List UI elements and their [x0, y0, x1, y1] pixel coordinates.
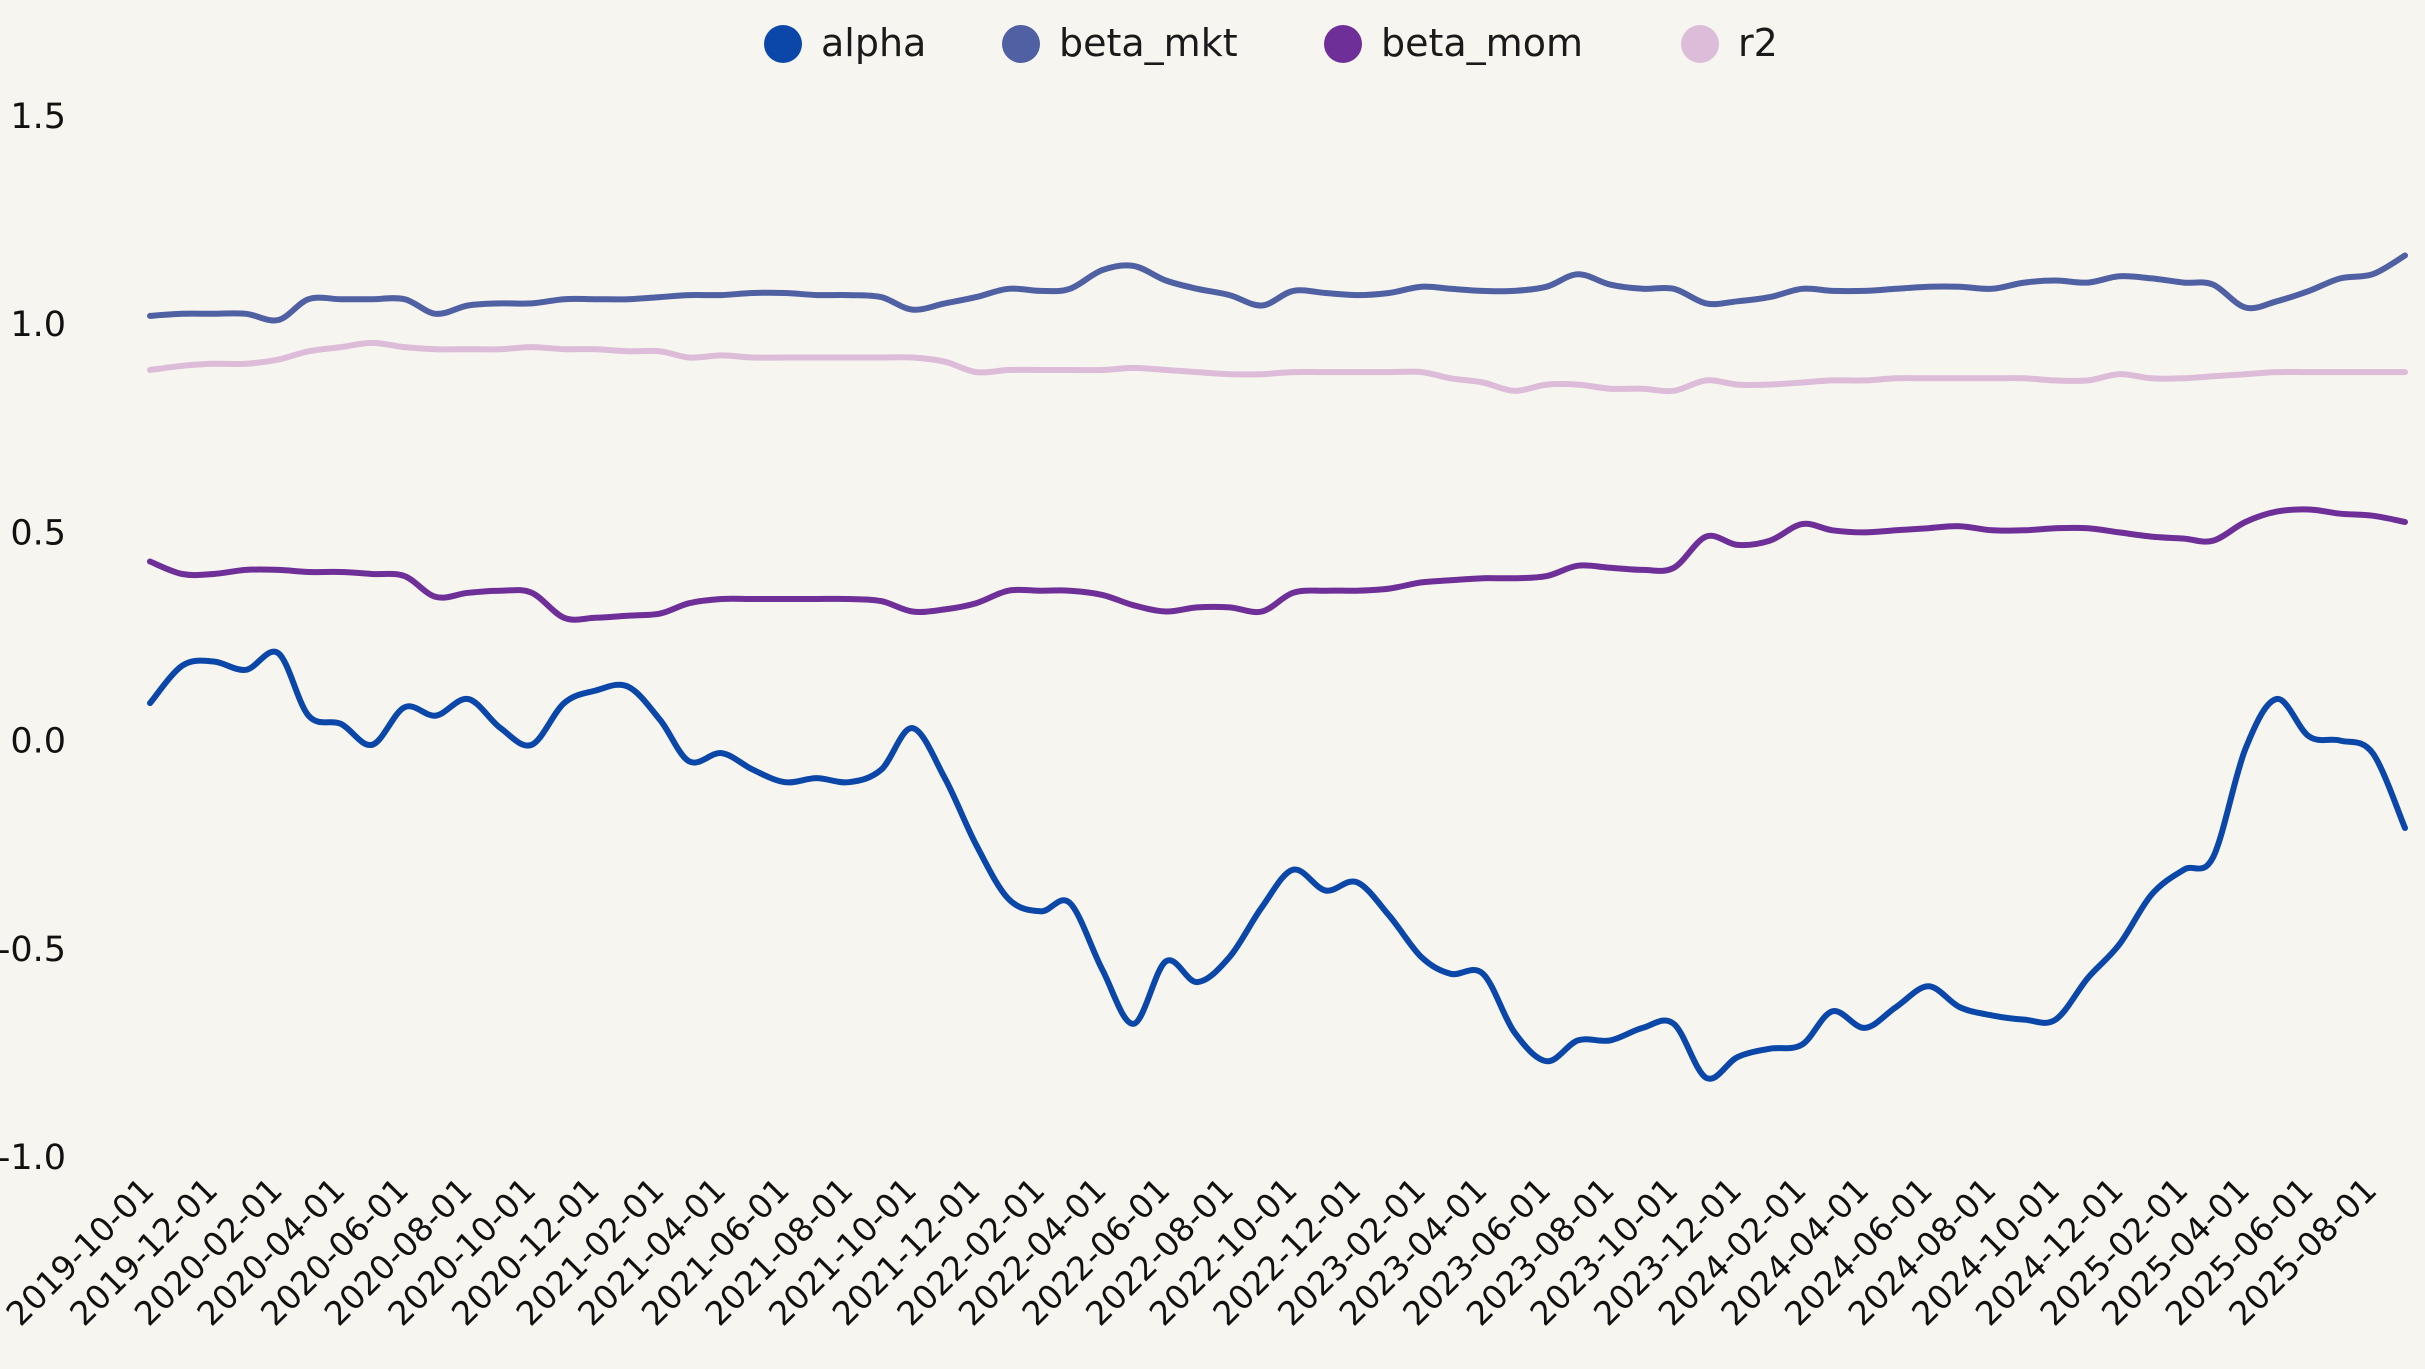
y-tick-label: -1.0	[0, 1138, 66, 1178]
legend: alpha beta_mkt beta_mom r2	[764, 21, 1778, 65]
legend-label-beta-mkt: beta_mkt	[1059, 21, 1238, 65]
y-axis: 1.5 1.0 0.5 0.0 -0.5 -1.0	[0, 97, 66, 1178]
legend-label-beta-mom: beta_mom	[1381, 21, 1583, 65]
series-line-alpha	[147, 648, 2408, 1082]
y-tick-label: 0.0	[10, 722, 66, 762]
series-line-beta-mkt	[147, 252, 2408, 324]
legend-label-alpha: alpha	[821, 21, 926, 65]
series-line-r2	[147, 339, 2408, 395]
y-tick-label: 1.0	[10, 305, 66, 345]
series-line-beta-mom	[147, 506, 2408, 623]
legend-label-r2: r2	[1738, 21, 1778, 65]
legend-marker-beta-mkt	[1002, 25, 1040, 63]
legend-marker-r2	[1681, 25, 1719, 63]
y-tick-label: 1.5	[10, 97, 66, 137]
series-lines	[147, 252, 2408, 1082]
y-tick-label: -0.5	[0, 930, 66, 970]
legend-marker-beta-mom	[1324, 25, 1362, 63]
y-tick-label: 0.5	[10, 513, 66, 553]
legend-marker-alpha	[764, 25, 802, 63]
